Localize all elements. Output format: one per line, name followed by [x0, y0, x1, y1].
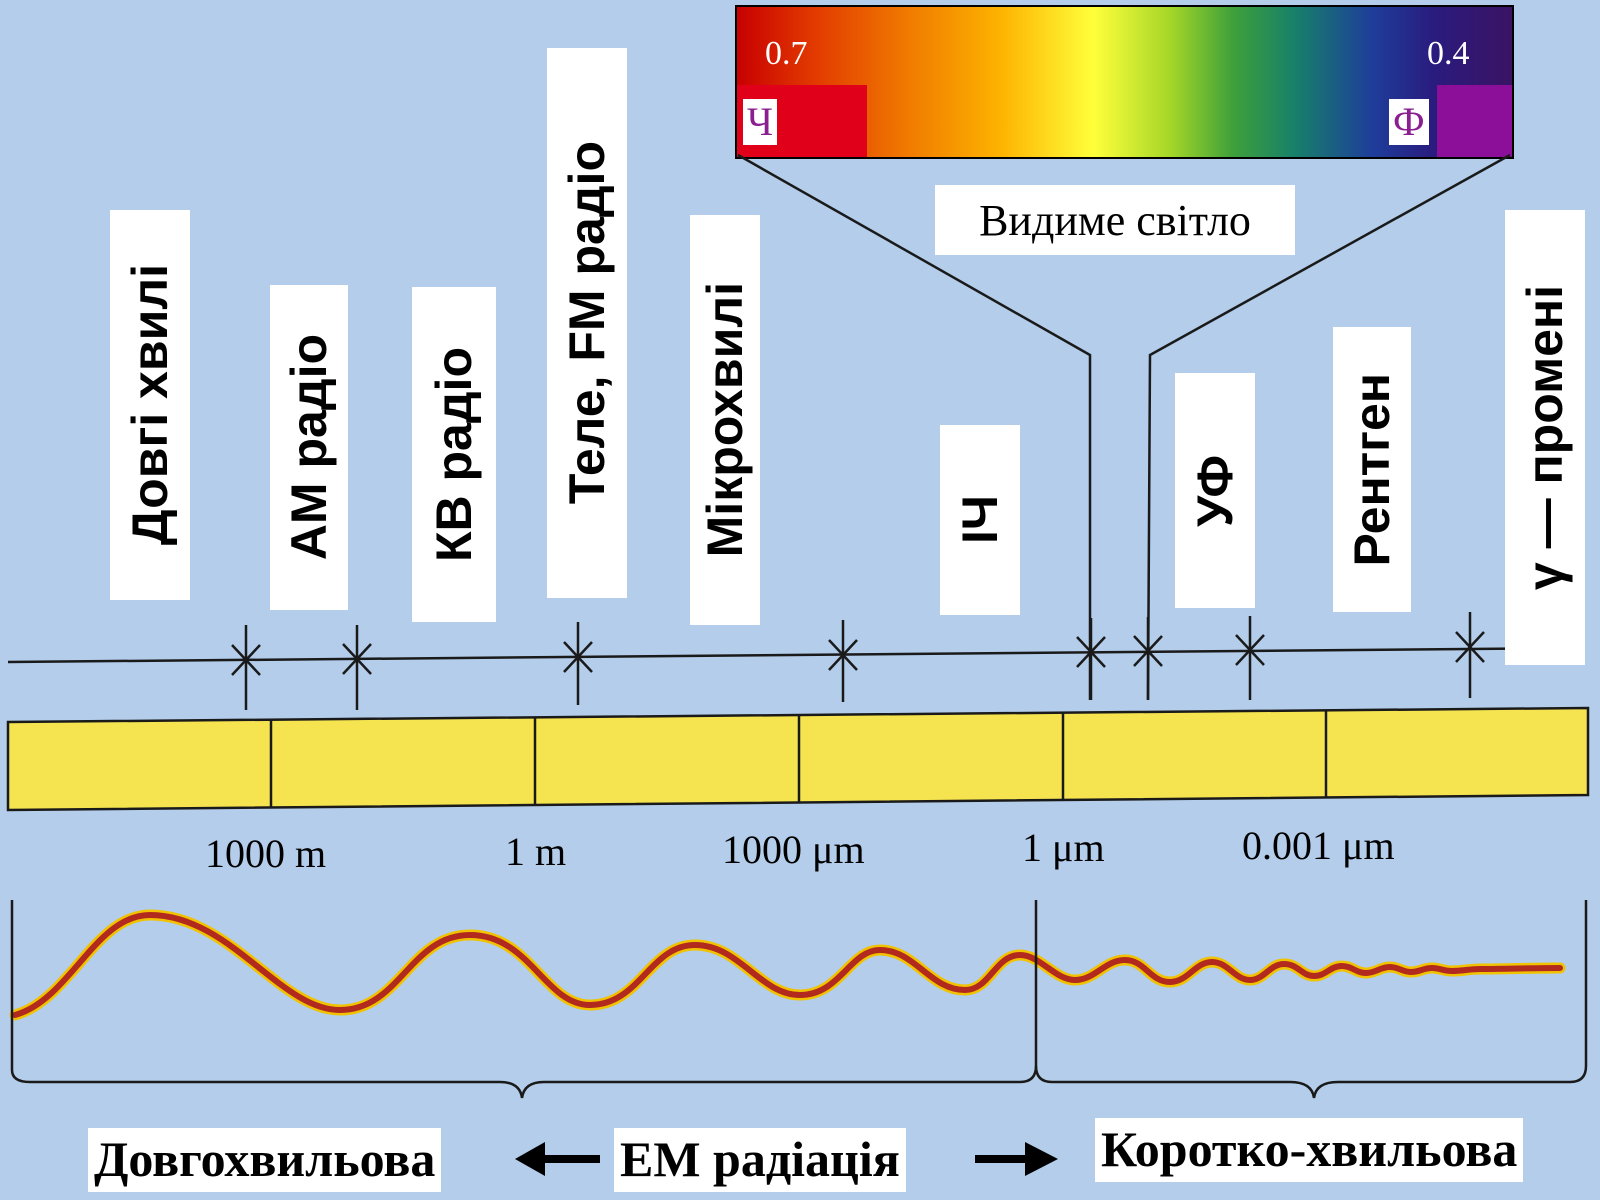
band-label-infrared: ІЧ: [940, 425, 1020, 615]
band-label-sw-radio: КВ радіо: [412, 287, 496, 622]
scale-bar-dividers: [269, 710, 1328, 808]
em-wave: [9, 909, 1566, 1021]
tick-mark: [563, 622, 593, 705]
tick-mark: [1076, 618, 1106, 700]
band-label-long-waves: Довгі хвилі: [110, 210, 190, 600]
scale-label: 0.001 μm: [1242, 823, 1395, 868]
zoom-line-right: [1146, 153, 1511, 701]
tick-mark: [231, 625, 261, 710]
violet-wavelength-value: 0.4: [1427, 35, 1470, 72]
band-label-microwaves: Мікрохвилі: [690, 215, 760, 625]
scale-label: 1 m: [505, 829, 567, 874]
red-letter: Ч: [743, 99, 777, 145]
arrow-right-icon: [975, 1142, 1058, 1176]
arrow-left-icon: [515, 1142, 600, 1176]
red-wavelength-value: 0.7: [765, 35, 808, 72]
band-label-x-ray: Рентген: [1333, 327, 1411, 612]
band-label-gamma-rays: γ — промені: [1505, 210, 1585, 665]
band-label-ultraviolet: УФ: [1175, 373, 1255, 608]
tick-mark: [1133, 617, 1163, 700]
short-wave-caption: Коротко-хвильова: [1095, 1118, 1524, 1182]
violet-letter: Ф: [1389, 99, 1429, 145]
long-wave-brace: [10, 900, 1038, 1099]
scale-label: 1 μm: [1022, 825, 1105, 870]
visible-spectrum-bar: 0.7 0.4 Ч Ф: [735, 5, 1514, 159]
long-wave-caption: Довгохвильова: [88, 1128, 442, 1192]
tick-mark: [1455, 612, 1485, 698]
zoom-line-left: [737, 153, 1092, 700]
tick-mark: [828, 620, 858, 702]
tick-mark: [342, 625, 372, 710]
violet-block: [1437, 85, 1512, 157]
axis-ticks: [231, 612, 1485, 710]
scale-label: 1000 μm: [722, 827, 865, 872]
visible-light-label: Видиме світло: [935, 185, 1295, 255]
band-label-am-radio: АМ радіо: [270, 285, 348, 610]
band-label-tv-fm-radio: Теле, FM радіо: [547, 48, 627, 598]
short-wave-brace: [1034, 900, 1588, 1099]
axis-line: [7, 646, 1586, 664]
em-radiation-caption: ЕМ радіація: [614, 1128, 906, 1192]
scale-label: 1000 m: [205, 831, 327, 876]
tick-mark: [1235, 616, 1265, 700]
